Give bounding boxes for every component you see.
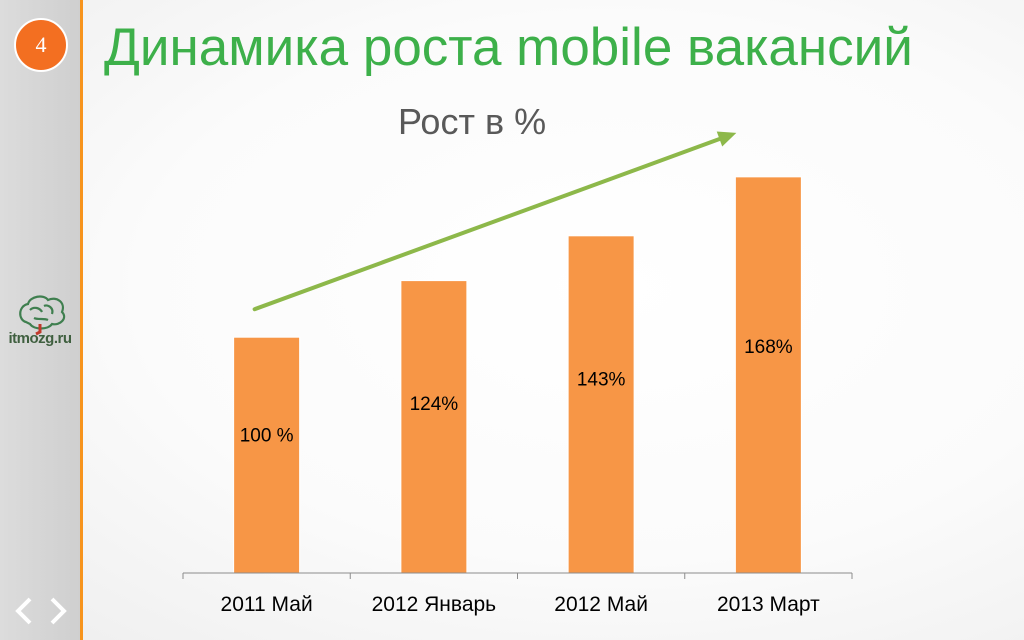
bar xyxy=(400,280,468,574)
data-label: 100 % xyxy=(240,425,294,446)
x-tick-label: 2011 Май xyxy=(221,593,313,616)
x-tick-label: 2012 Январь xyxy=(372,593,497,616)
sidebar-accent-line xyxy=(80,0,83,640)
chevron-left-icon xyxy=(15,597,32,625)
chevron-right-icon xyxy=(50,597,67,625)
slide-title: Динамика роста mobile вакансий xyxy=(104,18,913,77)
bar xyxy=(233,336,301,574)
brain-logo-icon xyxy=(19,295,66,336)
x-tick-label: 2013 Март xyxy=(717,593,820,616)
trend-arrow-head-icon xyxy=(716,131,737,147)
data-label: 168% xyxy=(744,337,793,358)
x-tick-label: 2012 Май xyxy=(554,593,648,616)
slide-number: 4 xyxy=(35,32,47,57)
data-label: 124% xyxy=(410,394,459,415)
slide-number-badge: 4 xyxy=(14,18,68,72)
trend-arrow xyxy=(252,137,722,312)
slide-navigation xyxy=(10,594,74,628)
logo-text: itmozg.ru xyxy=(8,330,73,347)
bar xyxy=(567,235,635,574)
next-slide-button[interactable] xyxy=(44,594,72,628)
chart-title: Рост в % xyxy=(398,101,547,142)
data-label: 143% xyxy=(577,370,626,391)
bar xyxy=(734,176,802,574)
previous-slide-button[interactable] xyxy=(10,594,38,628)
